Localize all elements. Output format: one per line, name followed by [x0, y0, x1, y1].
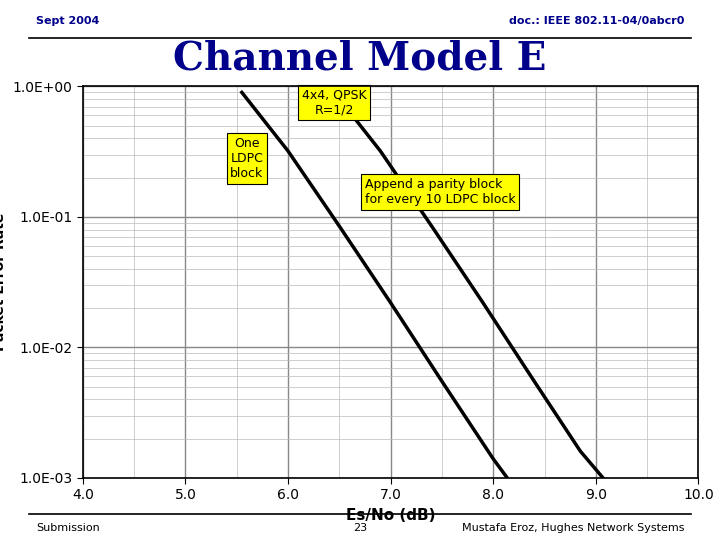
Text: 4x4, QPSK
R=1/2: 4x4, QPSK R=1/2	[302, 89, 366, 117]
Text: Channel Model E: Channel Model E	[174, 39, 546, 77]
Text: One
LDPC
block: One LDPC block	[230, 137, 264, 180]
Text: Submission: Submission	[36, 523, 100, 533]
Text: Sept 2004: Sept 2004	[36, 16, 99, 26]
Text: doc.: IEEE 802.11-04/0abcr0: doc.: IEEE 802.11-04/0abcr0	[508, 16, 684, 26]
Text: 23: 23	[353, 523, 367, 533]
Y-axis label: Packet Error Rate: Packet Error Rate	[0, 213, 7, 352]
X-axis label: Es/No (dB): Es/No (dB)	[346, 508, 436, 523]
Text: Append a parity block
for every 10 LDPC block: Append a parity block for every 10 LDPC …	[365, 178, 516, 206]
Text: Mustafa Eroz, Hughes Network Systems: Mustafa Eroz, Hughes Network Systems	[462, 523, 684, 533]
